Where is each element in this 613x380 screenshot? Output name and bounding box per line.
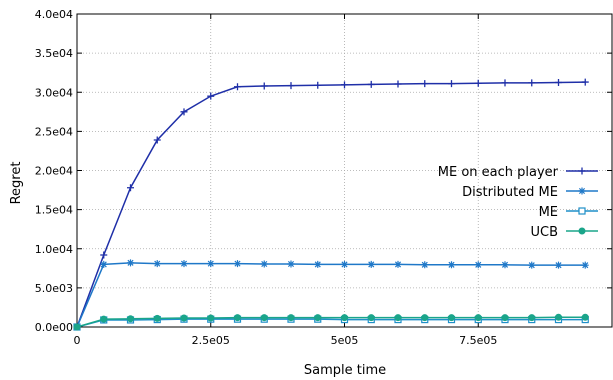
data-point xyxy=(153,136,161,144)
data-point xyxy=(341,260,348,268)
data-point xyxy=(501,314,509,322)
data-point xyxy=(234,314,241,322)
data-point xyxy=(287,314,295,322)
data-point xyxy=(341,81,348,89)
legend-marker xyxy=(578,167,586,175)
series-line xyxy=(76,318,586,328)
data-point xyxy=(287,82,295,90)
series-line xyxy=(76,81,586,328)
legend-entry: UCB xyxy=(530,225,598,240)
data-point xyxy=(180,260,188,268)
data-point xyxy=(448,314,455,322)
legend-entry: ME xyxy=(539,205,598,220)
y-tick-label: 1.0e04 xyxy=(35,243,73,256)
data-point xyxy=(421,314,429,322)
data-point xyxy=(207,314,215,322)
data-point xyxy=(314,260,322,268)
series-line xyxy=(76,316,586,328)
data-point xyxy=(367,80,375,88)
legend-entry: Distributed ME xyxy=(462,185,598,200)
data-point xyxy=(260,82,268,90)
data-point xyxy=(260,260,268,268)
x-tick-label: 7.5e05 xyxy=(459,334,497,347)
data-point xyxy=(260,314,268,322)
data-point xyxy=(127,315,134,323)
data-point xyxy=(234,83,241,91)
y-tick-label: 3.0e04 xyxy=(35,86,73,99)
data-point xyxy=(448,261,455,269)
y-tick-label: 3.5e04 xyxy=(35,47,73,60)
legend-label: Distributed ME xyxy=(462,185,558,200)
y-tick-label: 2.0e04 xyxy=(35,165,73,178)
legend-entry: ME on each player xyxy=(438,165,598,180)
legend-label: ME xyxy=(539,205,558,220)
x-tick-label: 0 xyxy=(74,334,81,347)
data-point xyxy=(127,259,134,267)
legend-label: ME on each player xyxy=(438,165,559,180)
data-point xyxy=(287,260,295,268)
data-point xyxy=(528,79,536,87)
data-point xyxy=(528,314,536,322)
data-point xyxy=(501,79,509,87)
legend: ME on each player Distributed ME ME UCB xyxy=(438,165,598,240)
grid-lines xyxy=(77,14,612,327)
data-point xyxy=(581,78,589,86)
data-point xyxy=(474,314,482,322)
data-point xyxy=(394,80,402,88)
data-point xyxy=(100,251,108,259)
data-point xyxy=(73,323,81,331)
legend-marker xyxy=(578,227,586,235)
data-point xyxy=(528,261,536,269)
series-ucb xyxy=(73,313,589,331)
y-tick-label: 4.0e04 xyxy=(35,8,73,21)
data-point xyxy=(180,314,188,322)
data-point xyxy=(474,261,482,269)
data-point xyxy=(555,313,562,321)
data-point xyxy=(234,260,241,268)
series-distributed-me xyxy=(73,259,589,331)
data-point xyxy=(421,80,429,88)
legend-marker xyxy=(578,207,586,215)
data-point xyxy=(448,80,455,88)
data-point xyxy=(555,78,562,86)
data-point xyxy=(474,79,482,87)
data-point xyxy=(501,261,509,269)
data-point xyxy=(153,260,161,268)
data-series xyxy=(73,78,589,331)
y-axis-label: Regret xyxy=(9,162,24,205)
series-me-on-each-player xyxy=(73,78,589,331)
data-point xyxy=(153,314,161,322)
data-point xyxy=(314,81,322,89)
data-point xyxy=(207,260,215,268)
x-axis-label: Sample time xyxy=(304,363,386,378)
data-point xyxy=(421,261,429,269)
y-tick-label: 0.0e00 xyxy=(35,321,73,334)
data-point xyxy=(581,261,589,269)
data-point xyxy=(394,260,402,268)
x-tick-label: 2.5e05 xyxy=(192,334,230,347)
y-tick-label: 2.5e04 xyxy=(35,125,73,138)
data-point xyxy=(581,313,589,321)
legend-marker xyxy=(578,187,586,195)
data-point xyxy=(555,261,562,269)
legend-label: UCB xyxy=(530,225,558,240)
y-tick-label: 5.0e03 xyxy=(35,282,73,295)
data-point xyxy=(100,315,108,323)
data-point xyxy=(367,260,375,268)
data-point xyxy=(314,314,322,322)
data-point xyxy=(341,314,348,322)
x-tick-label: 5e05 xyxy=(331,334,359,347)
y-tick-label: 1.5e04 xyxy=(35,204,73,217)
series-line xyxy=(76,262,586,328)
data-point xyxy=(394,314,402,322)
axes: 0.0e00 5.0e03 1.0e04 1.5e04 2.0e04 2.5e04 3.0e… xyxy=(35,8,613,347)
data-point xyxy=(100,260,108,268)
data-point xyxy=(180,108,188,116)
data-point xyxy=(367,314,375,322)
data-point xyxy=(127,184,134,192)
data-point xyxy=(207,92,215,100)
